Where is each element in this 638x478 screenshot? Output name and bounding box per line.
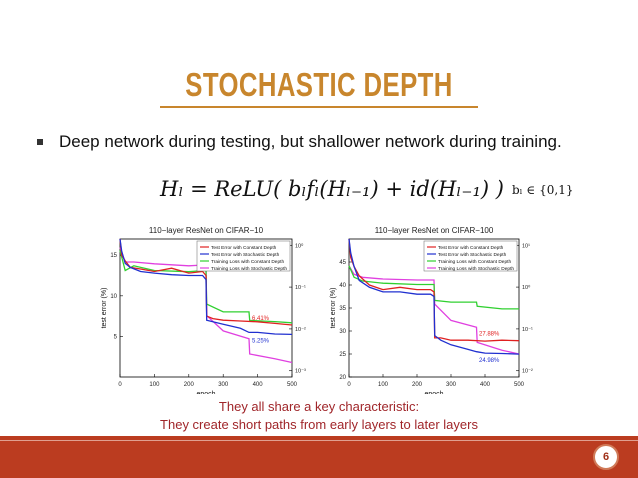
legend-label: Training Loss with Constant Depth — [211, 259, 284, 265]
annotation-constant: 6.41% — [252, 316, 270, 322]
bullet-item: Deep network during testing, but shallow… — [37, 132, 562, 152]
legend-label: Training Loss with Constant Depth — [438, 259, 511, 265]
y-tick-label: 5 — [114, 334, 118, 340]
series-line-test-error-with-constant-depth — [348, 238, 520, 342]
y2-tick-label: 10⁰ — [522, 284, 531, 291]
y-tick-label: 10 — [110, 294, 117, 300]
y-tick-label: 45 — [339, 260, 346, 266]
y-axis-label: test error (%) — [101, 288, 108, 329]
y-tick-label: 40 — [339, 283, 346, 289]
x-tick-label: 0 — [118, 382, 122, 388]
y2-tick-label: 10¹ — [522, 243, 530, 249]
x-axis-label: epoch — [196, 391, 215, 394]
x-tick-label: 500 — [287, 382, 298, 388]
annotation-constant: 27.88% — [479, 332, 500, 338]
caption-line-1: They all share a key characteristic: — [218, 399, 420, 414]
x-tick-label: 400 — [480, 382, 491, 388]
y-tick-label: 30 — [339, 329, 346, 335]
legend-label: Training Loss with Stochastic Depth — [438, 266, 514, 272]
y2-tick-label: 10⁻¹ — [295, 285, 306, 291]
legend-label: Test Error with Stochastic Depth — [438, 252, 507, 258]
y-axis-label: test error (%) — [330, 288, 337, 329]
y2-tick-label: 10⁻² — [522, 369, 533, 375]
y-tick-label: 15 — [110, 253, 117, 259]
legend-box — [423, 240, 518, 272]
y2-tick-label: 10⁻¹ — [522, 327, 533, 333]
x-tick-label: 100 — [378, 382, 389, 388]
x-tick-label: 0 — [347, 382, 351, 388]
x-axis-label: epoch — [424, 391, 443, 394]
y-tick-label: 20 — [339, 375, 346, 381]
annotation-stochastic: 5.25% — [252, 338, 270, 344]
caption-line-2: They create short paths from early layer… — [160, 417, 478, 432]
series-line-test-error-with-constant-depth — [119, 238, 293, 326]
title-underline — [160, 106, 478, 108]
chart-title: 110−layer ResNet on CIFAR−10 — [149, 226, 264, 235]
footer-divider — [0, 440, 638, 441]
slide-title: STOCHASTIC DEPTH — [185, 66, 453, 103]
x-tick-label: 300 — [446, 382, 457, 388]
square-bullet-icon — [37, 139, 43, 145]
y-tick-label: 35 — [339, 306, 346, 312]
footer-bar — [0, 436, 638, 478]
x-tick-label: 500 — [514, 382, 525, 388]
legend-label: Test Error with Constant Depth — [211, 245, 277, 251]
formula: Hₗ = ReLU( bₗfₗ(Hₗ₋₁) + id(Hₗ₋₁) ) — [160, 177, 504, 201]
annotation-stochastic: 24.98% — [479, 358, 500, 364]
page-number: 6 — [602, 451, 610, 463]
legend-label: Test Error with Constant Depth — [438, 245, 504, 251]
page-number-badge: 6 — [593, 444, 619, 470]
legend-label: Training Loss with Stochastic Depth — [211, 266, 287, 272]
series-line-test-error-with-stochastic-depth — [119, 238, 293, 336]
x-tick-label: 300 — [218, 382, 229, 388]
y2-tick-label: 10⁻³ — [295, 369, 306, 375]
chart-cifar100: 110−layer ResNet on CIFAR−100 0 100 200 300 4… — [330, 226, 533, 394]
series-line-test-error-with-stochastic-depth — [348, 238, 520, 355]
formula-constraint: bₗ ∈ {0,1} — [512, 183, 574, 197]
y-tick-label: 25 — [339, 352, 346, 358]
x-tick-label: 400 — [253, 382, 264, 388]
y2-tick-label: 10⁰ — [295, 242, 304, 249]
y2-tick-label: 10⁻² — [295, 327, 306, 333]
x-tick-label: 200 — [184, 382, 195, 388]
bullet-text: Deep network during testing, but shallow… — [59, 132, 562, 151]
x-tick-label: 100 — [149, 382, 160, 388]
chart-title: 110−layer ResNet on CIFAR−100 — [375, 226, 494, 235]
chart-cifar10: 110−layer ResNet on CIFAR−10 0 100 200 300 40… — [101, 226, 306, 394]
legend-box — [196, 240, 291, 272]
legend-label: Test Error with Stochastic Depth — [211, 252, 280, 258]
x-tick-label: 200 — [412, 382, 423, 388]
